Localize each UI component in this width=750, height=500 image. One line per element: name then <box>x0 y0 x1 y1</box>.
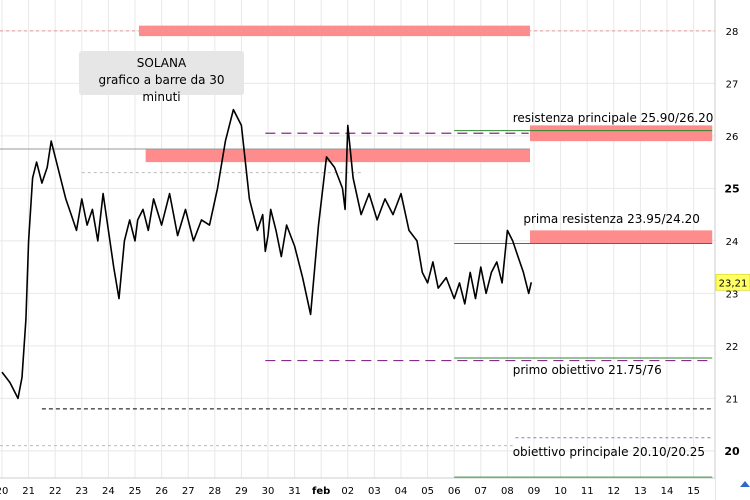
x-tick-label: 02 <box>341 486 354 497</box>
y-tick-label: 26 <box>726 132 739 143</box>
resistance-zone <box>530 230 713 244</box>
x-tick-label: 05 <box>421 486 434 497</box>
last-price-marker <box>715 274 750 291</box>
x-tick-label: 29 <box>235 486 248 497</box>
y-tick-label: 25 <box>724 182 739 195</box>
last-price-label: 23,21 <box>719 278 748 289</box>
y-axis-panel <box>715 0 750 500</box>
y-tick-label: 28 <box>726 27 739 38</box>
y-tick-label: 22 <box>726 342 739 353</box>
y-tick-label: 24 <box>726 237 739 248</box>
y-tick-label: 21 <box>726 394 739 405</box>
x-tick-label: 26 <box>155 486 168 497</box>
x-tick-label: 09 <box>528 486 541 497</box>
x-tick-label: 27 <box>182 486 195 497</box>
y-tick-label: 20 <box>724 445 740 458</box>
x-tick-label: 28 <box>208 486 221 497</box>
x-tick-label: 08 <box>501 486 514 497</box>
x-tick-label: 30 <box>262 486 275 497</box>
chart-title: SOLANA <box>136 56 187 70</box>
x-tick-label: 24 <box>102 486 115 497</box>
level-annotation: resistenza principale 25.90/26.20 <box>512 111 714 126</box>
x-tick-label: 25 <box>129 486 142 497</box>
x-axis-panel <box>0 478 715 500</box>
x-tick-label: 10 <box>554 486 567 497</box>
chart-title-box: SOLANA grafico a barre da 30 minuti <box>79 51 244 104</box>
level-annotation: prima resistenza 23.95/24.20 <box>523 212 700 227</box>
x-tick-label: 07 <box>474 486 487 497</box>
x-tick-label: 12 <box>607 486 620 497</box>
price-series-line <box>1 108 533 400</box>
x-tick-label: 13 <box>634 486 647 497</box>
x-tick-label: 20 <box>0 486 8 497</box>
level-annotation: primo obiettivo 21.75/76 <box>512 363 662 378</box>
resistance-zone <box>530 125 713 142</box>
x-tick-label: 14 <box>661 486 674 497</box>
x-tick-label: 23 <box>75 486 88 497</box>
x-tick-label: 03 <box>368 486 381 497</box>
x-tick-label: 06 <box>448 486 461 497</box>
x-tick-label: 21 <box>22 486 35 497</box>
resistance-zone <box>145 149 531 163</box>
x-tick-label: 11 <box>581 486 594 497</box>
x-tick-label: 15 <box>687 486 700 497</box>
chart-subtitle: grafico a barre da 30 minuti <box>98 73 225 104</box>
scroll-up-icon <box>740 481 750 487</box>
x-tick-label: 31 <box>288 486 301 497</box>
resistance-zone <box>138 25 531 37</box>
y-tick-label: 27 <box>726 79 739 90</box>
level-annotation: obiettivo principale 20.10/20.25 <box>512 444 706 459</box>
y-tick-label: 23 <box>726 289 739 300</box>
x-tick-label: 04 <box>395 486 408 497</box>
x-tick-label: feb <box>312 486 330 497</box>
x-tick-label: 22 <box>49 486 62 497</box>
